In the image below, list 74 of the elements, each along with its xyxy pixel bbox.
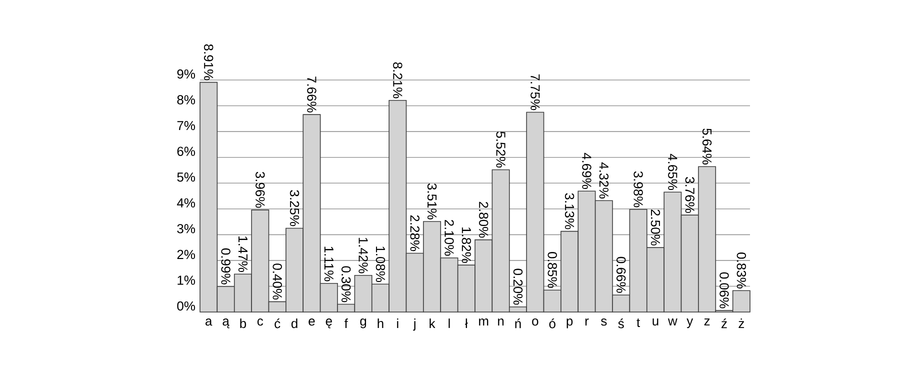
data-label: 1.42% [358, 238, 368, 274]
data-label: 4.32% [599, 162, 609, 198]
x-tick-label: u [652, 318, 658, 326]
x-tick-label: ą [222, 318, 230, 328]
data-label: 0.99% [221, 248, 230, 284]
x-tick-label: ń [515, 318, 521, 328]
data-label: 1.47% [238, 236, 248, 272]
data-label: 2.10% [444, 220, 454, 256]
y-tick-label: 5% [177, 172, 196, 182]
data-label: 3.76% [685, 177, 694, 213]
x-tick-label: w [668, 318, 678, 326]
data-label: 4.69% [582, 152, 592, 189]
data-label: 0.85% [548, 252, 557, 288]
data-label: 5.64% [702, 128, 712, 164]
data-label: 0.06% [720, 272, 729, 308]
x-tick-label: e [308, 318, 315, 326]
data-label: 3.51% [427, 183, 437, 220]
data-label: 2.50% [650, 210, 660, 246]
x-tick-label: a [206, 318, 212, 326]
y-tick-label: 4% [176, 198, 196, 208]
x-tick-label: ż [738, 318, 744, 328]
data-label: 3.98% [634, 171, 643, 208]
y-tick-label: 6% [177, 146, 196, 156]
data-label: 1.08% [376, 246, 386, 282]
data-label: 0.30% [342, 266, 351, 302]
data-label: 1.82% [462, 228, 472, 263]
data-label: 7.75% [530, 74, 540, 110]
data-label: 0.40% [272, 264, 282, 300]
x-tick-label: ź [722, 318, 727, 328]
x-tick-label: b [240, 318, 246, 328]
y-tick-label: 7% [177, 121, 196, 130]
y-tick-label: 3% [177, 224, 196, 234]
data-label: 0.83% [736, 252, 746, 288]
x-tick-label: ć [274, 318, 280, 328]
x-tick-label: t [636, 318, 640, 328]
x-tick-label: ł [465, 318, 468, 328]
data-label: 3.25% [290, 190, 300, 226]
x-tick-label: ó [549, 318, 556, 328]
data-label: 8.91% [204, 44, 214, 80]
x-tick-label: o [532, 318, 538, 326]
x-tick-label: s [601, 318, 607, 326]
x-tick-label: g [360, 318, 366, 328]
x-tick-label: p [566, 318, 573, 328]
y-tick-label: 2% [177, 250, 196, 260]
x-tick-label: ę [326, 318, 332, 328]
y-tick-label: 8% [177, 95, 196, 104]
y-tick-label: 1% [178, 276, 196, 285]
x-tick-label: j [413, 318, 416, 331]
x-tick-label: d [291, 318, 298, 328]
y-tick-label: 0% [177, 301, 196, 311]
x-tick-label: n [498, 318, 504, 326]
data-label: 8.21% [393, 62, 402, 98]
x-tick-label: l [448, 318, 450, 328]
data-label: 2.80% [479, 202, 488, 238]
data-label: 4.65% [668, 154, 678, 190]
x-tick-label: i [397, 318, 398, 328]
x-tick-label: k [430, 318, 436, 328]
x-tick-label: ś [618, 318, 624, 328]
x-tick-label: h [378, 318, 384, 328]
data-label: 1.11% [324, 246, 334, 282]
x-tick-label: f [344, 318, 348, 328]
y-tick-label: 9% [177, 69, 196, 79]
data-label: 3.96% [256, 172, 265, 208]
x-tick-label: c [257, 318, 264, 326]
data-label: 7.66% [307, 76, 316, 112]
x-tick-label: r [585, 318, 589, 326]
data-label: 0.66% [616, 256, 626, 293]
x-tick-label: y [686, 318, 694, 328]
data-label: 0.20% [513, 268, 523, 305]
data-label: 3.13% [564, 193, 574, 230]
data-label: 2.28% [410, 215, 420, 252]
x-tick-label: m [479, 318, 488, 326]
x-tick-label: z [704, 318, 710, 326]
data-label: 5.52% [496, 132, 506, 168]
